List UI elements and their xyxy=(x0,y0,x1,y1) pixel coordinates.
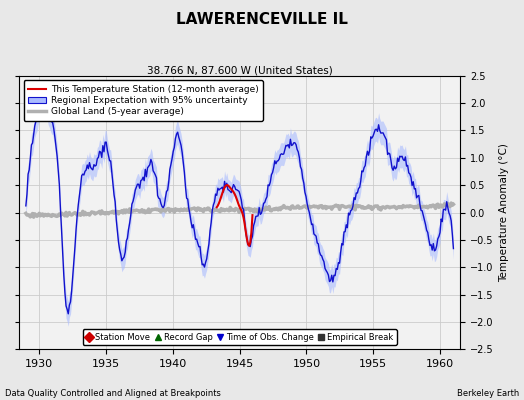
Title: 38.766 N, 87.600 W (United States): 38.766 N, 87.600 W (United States) xyxy=(147,65,333,75)
Text: LAWERENCEVILLE IL: LAWERENCEVILLE IL xyxy=(176,12,348,27)
Text: Berkeley Earth: Berkeley Earth xyxy=(456,389,519,398)
Y-axis label: Temperature Anomaly (°C): Temperature Anomaly (°C) xyxy=(499,143,509,282)
Legend: Station Move, Record Gap, Time of Obs. Change, Empirical Break: Station Move, Record Gap, Time of Obs. C… xyxy=(83,330,397,345)
Text: Data Quality Controlled and Aligned at Breakpoints: Data Quality Controlled and Aligned at B… xyxy=(5,389,221,398)
